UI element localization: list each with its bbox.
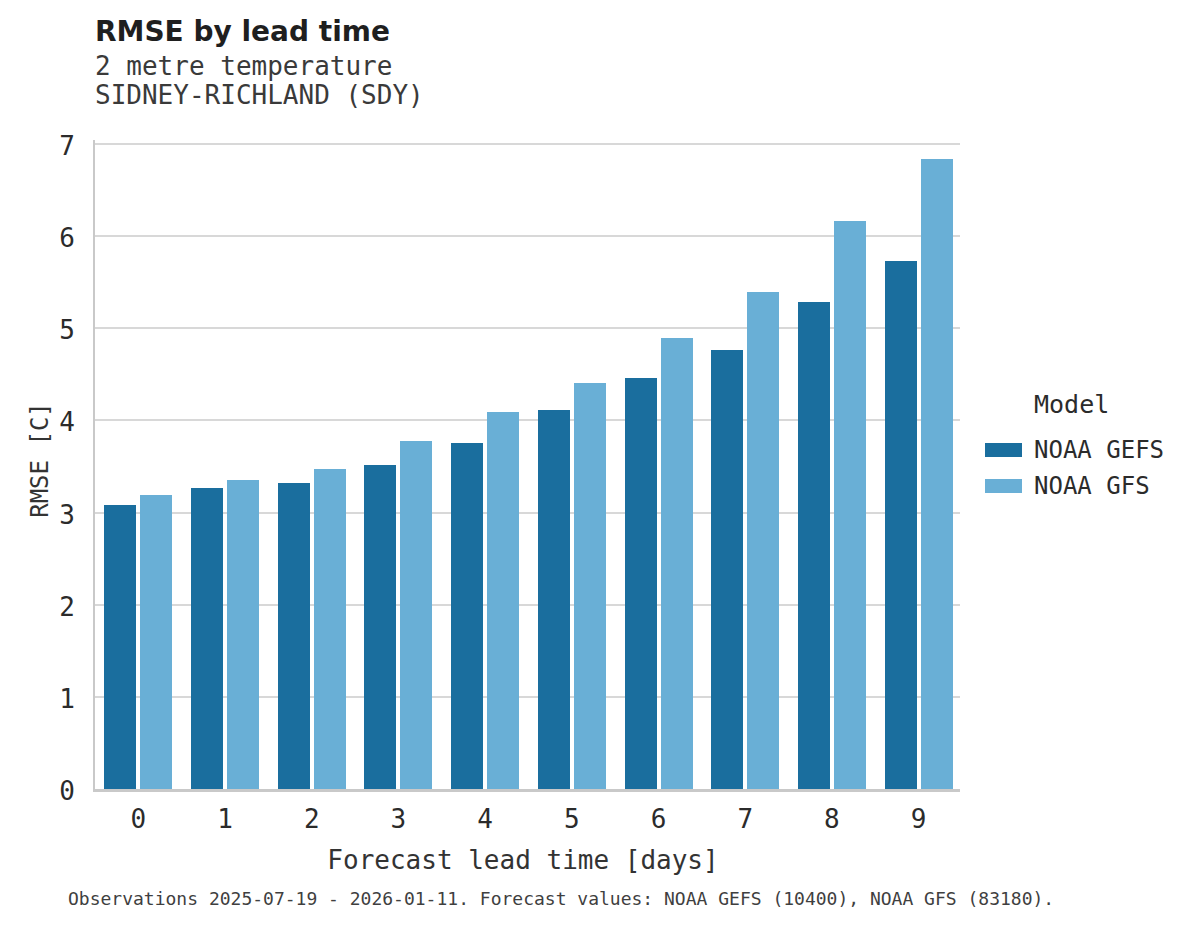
bar-noaa-gfs-lead-7 [747,292,779,789]
bar-noaa-gfs-lead-5 [574,383,606,789]
x-tick-label-7: 7 [737,804,753,834]
bar-noaa-gfs-lead-2 [314,469,346,789]
y-tick-label-3: 3 [10,499,75,529]
bar-noaa-gfs-lead-6 [661,338,693,789]
bar-noaa-gfs-lead-1 [227,480,259,789]
bar-noaa-gefs-lead-1 [191,488,223,789]
x-tick-label-4: 4 [477,804,493,834]
x-tick-label-6: 6 [651,804,667,834]
y-tick-label-2: 2 [10,592,75,622]
legend-title: Model [1034,390,1164,419]
x-tick-label-3: 3 [391,804,407,834]
gridline-y-7 [95,143,960,145]
gridline-y-2 [95,604,960,606]
bar-noaa-gefs-lead-9 [885,261,917,789]
x-tick-label-2: 2 [304,804,320,834]
bar-noaa-gefs-lead-4 [451,443,483,789]
gridline-y-4 [95,419,960,421]
bar-noaa-gfs-lead-0 [140,495,172,789]
chart-subtitle: 2 metre temperatureSIDNEY-RICHLAND (SDY) [95,52,424,109]
x-tick-label-5: 5 [564,804,580,834]
bar-noaa-gefs-lead-5 [538,410,570,789]
bar-noaa-gefs-lead-8 [798,302,830,789]
plot-area [93,140,960,792]
x-tick-label-1: 1 [217,804,233,834]
bar-noaa-gefs-lead-2 [278,483,310,789]
chart-subtitle-line1: 2 metre temperature [95,51,392,81]
x-tick-label-9: 9 [911,804,927,834]
bar-noaa-gfs-lead-8 [834,221,866,789]
legend-swatch-noaa-gfs [985,479,1022,493]
bar-noaa-gfs-lead-3 [400,441,432,789]
bar-noaa-gfs-lead-9 [921,159,953,789]
legend-swatch-noaa-gefs [985,443,1022,457]
bar-noaa-gefs-lead-3 [364,465,396,789]
y-tick-label-4: 4 [10,407,75,437]
chart-title: RMSE by lead time [95,15,390,48]
chart-subtitle-line2: SIDNEY-RICHLAND (SDY) [95,80,424,110]
gridline-y-5 [95,327,960,329]
gridline-y-3 [95,512,960,514]
legend-entry-label: NOAA GFS [1034,472,1150,500]
y-tick-label-0: 0 [10,776,75,806]
y-tick-label-6: 6 [10,223,75,253]
legend-entries: NOAA GEFS NOAA GFS [985,439,1164,497]
bar-noaa-gefs-lead-7 [711,350,743,789]
legend: Model NOAA GEFS NOAA GFS [985,390,1164,511]
y-tick-label-5: 5 [10,315,75,345]
y-tick-label-7: 7 [10,131,75,161]
x-tick-label-8: 8 [824,804,840,834]
bar-noaa-gefs-lead-6 [625,378,657,789]
x-axis-label: Forecast lead time [days] [327,845,718,875]
gridline-y-1 [95,696,960,698]
y-tick-label-1: 1 [10,684,75,714]
bar-noaa-gfs-lead-4 [487,412,519,789]
gridline-y-6 [95,235,960,237]
x-tick-label-0: 0 [131,804,147,834]
chart-figure: RMSE by lead time 2 metre temperatureSID… [0,0,1195,928]
bar-noaa-gefs-lead-0 [104,505,136,789]
caption: Observations 2025-07-19 - 2026-01-11. Fo… [68,888,1054,909]
legend-entry-noaa-gefs: NOAA GEFS [985,439,1164,461]
legend-entry-noaa-gfs: NOAA GFS [985,475,1164,497]
legend-entry-label: NOAA GEFS [1034,436,1164,464]
